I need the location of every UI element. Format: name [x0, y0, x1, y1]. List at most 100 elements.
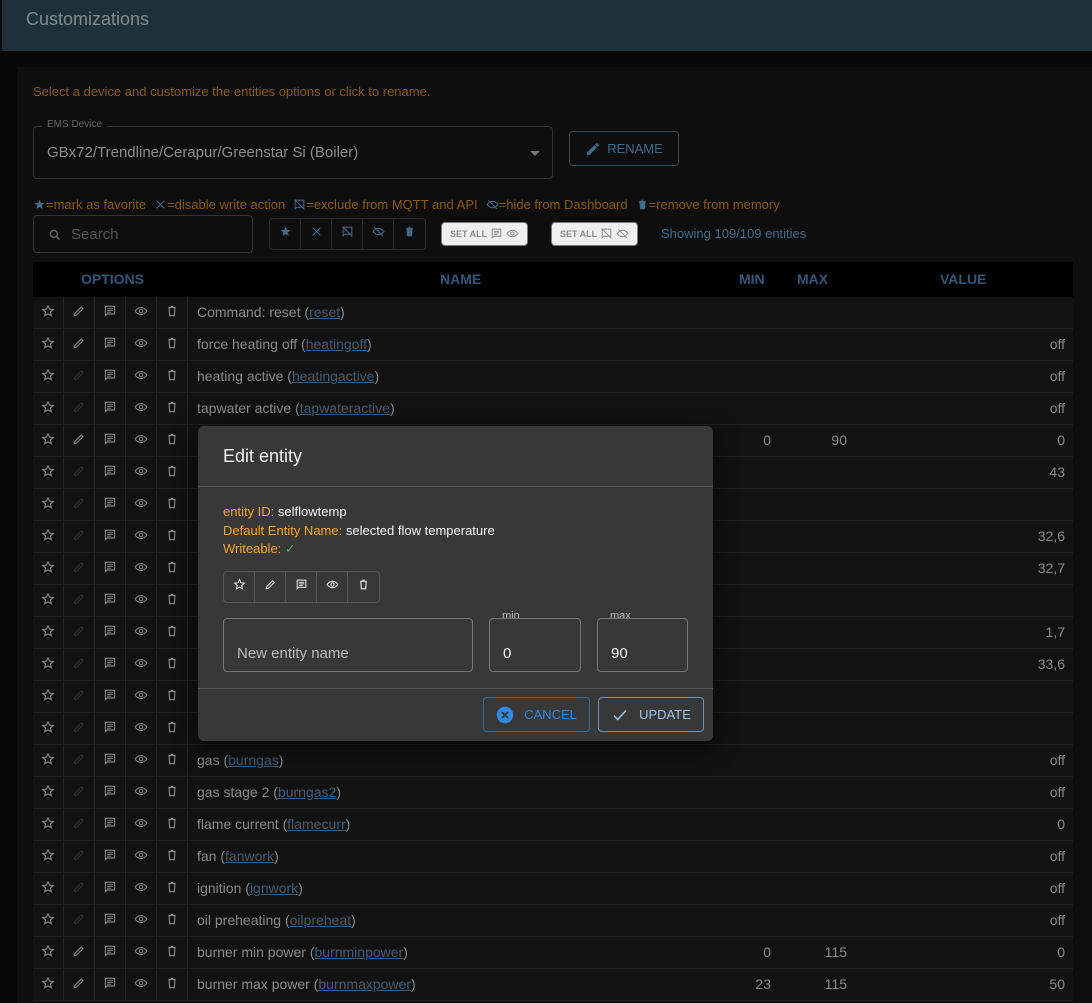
- ems-device-select[interactable]: EMS Device GBx72/Trendline/Cerapur/Green…: [33, 119, 553, 179]
- max-input[interactable]: [597, 618, 688, 672]
- row-dashboard-toggle[interactable]: [126, 393, 157, 424]
- row-dashboard-toggle[interactable]: [126, 521, 157, 552]
- row-favorite-toggle[interactable]: [33, 361, 64, 392]
- min-input[interactable]: [489, 618, 581, 672]
- row-remove-toggle[interactable]: [157, 745, 188, 776]
- row-dashboard-toggle[interactable]: [126, 681, 157, 712]
- entity-id-link[interactable]: reset: [309, 304, 341, 320]
- row-favorite-toggle[interactable]: [33, 681, 64, 712]
- row-mqtt-toggle[interactable]: [95, 329, 126, 360]
- entity-id-link[interactable]: oilpreheat: [289, 912, 352, 928]
- row-write-toggle[interactable]: [64, 809, 95, 840]
- row-mqtt-toggle[interactable]: [95, 297, 126, 328]
- row-mqtt-toggle[interactable]: [95, 521, 126, 552]
- row-write-toggle[interactable]: [64, 457, 95, 488]
- row-favorite-toggle[interactable]: [33, 745, 64, 776]
- col-name[interactable]: NAME: [440, 271, 482, 287]
- row-mqtt-toggle[interactable]: [95, 457, 126, 488]
- row-mqtt-toggle[interactable]: [95, 617, 126, 648]
- row-write-toggle[interactable]: [64, 777, 95, 808]
- row-remove-toggle[interactable]: [157, 585, 188, 616]
- entity-id-link[interactable]: burnminpower: [314, 944, 404, 960]
- search-input[interactable]: Search: [33, 215, 253, 253]
- row-remove-toggle[interactable]: [157, 329, 188, 360]
- row-remove-toggle[interactable]: [157, 361, 188, 392]
- row-remove-toggle[interactable]: [157, 649, 188, 680]
- row-remove-toggle[interactable]: [157, 841, 188, 872]
- filter-favorite-toggle[interactable]: [270, 219, 301, 249]
- row-favorite-toggle[interactable]: [33, 905, 64, 936]
- row-remove-toggle[interactable]: [157, 425, 188, 456]
- entity-id-link[interactable]: burngas: [228, 752, 279, 768]
- table-row[interactable]: fan (fanwork) off: [33, 841, 1073, 873]
- row-remove-toggle[interactable]: [157, 873, 188, 904]
- row-write-toggle[interactable]: [64, 521, 95, 552]
- row-dashboard-toggle[interactable]: [126, 553, 157, 584]
- table-row[interactable]: oil preheating (oilpreheat) off: [33, 905, 1073, 937]
- row-dashboard-toggle[interactable]: [126, 457, 157, 488]
- row-mqtt-toggle[interactable]: [95, 841, 126, 872]
- set-all-visible-button[interactable]: SET ALL: [441, 222, 529, 246]
- row-dashboard-toggle[interactable]: [126, 809, 157, 840]
- row-write-toggle[interactable]: [64, 393, 95, 424]
- update-button[interactable]: UPDATE: [598, 697, 704, 732]
- row-write-toggle[interactable]: [64, 297, 95, 328]
- row-dashboard-toggle[interactable]: [126, 905, 157, 936]
- row-remove-toggle[interactable]: [157, 905, 188, 936]
- row-favorite-toggle[interactable]: [33, 777, 64, 808]
- row-write-toggle[interactable]: [64, 937, 95, 968]
- row-mqtt-toggle[interactable]: [95, 905, 126, 936]
- row-favorite-toggle[interactable]: [33, 873, 64, 904]
- row-write-toggle[interactable]: [64, 553, 95, 584]
- row-dashboard-toggle[interactable]: [126, 329, 157, 360]
- row-write-toggle[interactable]: [64, 585, 95, 616]
- row-write-toggle[interactable]: [64, 617, 95, 648]
- row-favorite-toggle[interactable]: [33, 521, 64, 552]
- row-mqtt-toggle[interactable]: [95, 969, 126, 1000]
- row-mqtt-toggle[interactable]: [95, 553, 126, 584]
- remove-toggle[interactable]: [348, 572, 379, 602]
- row-remove-toggle[interactable]: [157, 457, 188, 488]
- row-write-toggle[interactable]: [64, 649, 95, 680]
- row-mqtt-toggle[interactable]: [95, 745, 126, 776]
- filter-exclude-toggle[interactable]: [332, 219, 363, 249]
- table-row[interactable]: burner min power (burnminpower) 0 115 0: [33, 937, 1073, 969]
- row-remove-toggle[interactable]: [157, 969, 188, 1000]
- filter-remove-toggle[interactable]: [394, 219, 425, 249]
- row-remove-toggle[interactable]: [157, 521, 188, 552]
- row-mqtt-toggle[interactable]: [95, 585, 126, 616]
- row-write-toggle[interactable]: [64, 489, 95, 520]
- row-favorite-toggle[interactable]: [33, 425, 64, 456]
- set-all-hidden-button[interactable]: SET ALL: [551, 222, 639, 246]
- row-write-toggle[interactable]: [64, 681, 95, 712]
- entity-id-link[interactable]: heatingoff: [305, 336, 367, 352]
- row-write-toggle[interactable]: [64, 745, 95, 776]
- row-favorite-toggle[interactable]: [33, 457, 64, 488]
- row-dashboard-toggle[interactable]: [126, 361, 157, 392]
- table-row[interactable]: flame current (flamecurr) 0: [33, 809, 1073, 841]
- favorite-toggle[interactable]: [224, 572, 255, 602]
- row-dashboard-toggle[interactable]: [126, 777, 157, 808]
- rename-button[interactable]: RENAME: [569, 131, 679, 166]
- table-row[interactable]: heating active (heatingactive) off: [33, 361, 1073, 393]
- entity-id-link[interactable]: burngas2: [277, 784, 337, 800]
- row-mqtt-toggle[interactable]: [95, 649, 126, 680]
- row-write-toggle[interactable]: [64, 713, 95, 744]
- row-write-toggle[interactable]: [64, 329, 95, 360]
- row-write-toggle[interactable]: [64, 969, 95, 1000]
- cancel-button[interactable]: CANCEL: [483, 697, 590, 732]
- col-max[interactable]: MAX: [797, 271, 829, 287]
- row-write-toggle[interactable]: [64, 873, 95, 904]
- mqtt-toggle[interactable]: [286, 572, 317, 602]
- entity-id-link[interactable]: fanwork: [225, 848, 275, 864]
- entity-id-link[interactable]: burnmaxpower: [318, 976, 411, 992]
- dashboard-toggle[interactable]: [317, 572, 348, 602]
- row-favorite-toggle[interactable]: [33, 585, 64, 616]
- row-favorite-toggle[interactable]: [33, 713, 64, 744]
- row-mqtt-toggle[interactable]: [95, 425, 126, 456]
- row-dashboard-toggle[interactable]: [126, 873, 157, 904]
- row-remove-toggle[interactable]: [157, 553, 188, 584]
- row-mqtt-toggle[interactable]: [95, 777, 126, 808]
- row-dashboard-toggle[interactable]: [126, 585, 157, 616]
- table-row[interactable]: force heating off (heatingoff) off: [33, 329, 1073, 361]
